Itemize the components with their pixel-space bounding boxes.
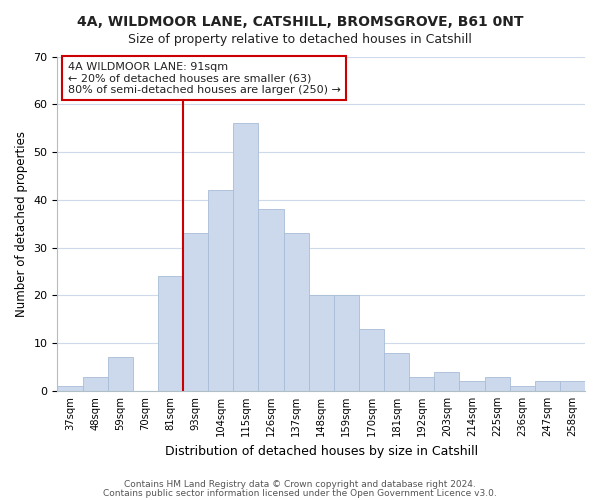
Bar (233, 124, 259, 391)
Bar (183, 234, 208, 391)
Bar (384, 352, 409, 391)
Bar (359, 329, 384, 391)
Bar (107, 358, 133, 391)
Bar (334, 296, 359, 391)
Text: Contains public sector information licensed under the Open Government Licence v3: Contains public sector information licen… (103, 488, 497, 498)
Text: Contains HM Land Registry data © Crown copyright and database right 2024.: Contains HM Land Registry data © Crown c… (124, 480, 476, 489)
Bar (535, 382, 560, 391)
Bar (259, 210, 284, 391)
Bar (485, 376, 509, 391)
Bar (409, 376, 434, 391)
Bar (308, 296, 334, 391)
Text: Size of property relative to detached houses in Catshill: Size of property relative to detached ho… (128, 32, 472, 46)
Bar (560, 382, 585, 391)
Text: 4A WILDMOOR LANE: 91sqm
← 20% of detached houses are smaller (63)
80% of semi-de: 4A WILDMOOR LANE: 91sqm ← 20% of detache… (68, 62, 341, 94)
Bar (434, 372, 460, 391)
Bar (58, 386, 83, 391)
Bar (208, 190, 233, 391)
Bar (158, 276, 183, 391)
Y-axis label: Number of detached properties: Number of detached properties (15, 130, 28, 316)
Bar (509, 386, 535, 391)
Text: 4A, WILDMOOR LANE, CATSHILL, BROMSGROVE, B61 0NT: 4A, WILDMOOR LANE, CATSHILL, BROMSGROVE,… (77, 15, 523, 29)
X-axis label: Distribution of detached houses by size in Catshill: Distribution of detached houses by size … (164, 444, 478, 458)
Bar (284, 234, 308, 391)
Bar (460, 382, 485, 391)
Bar (83, 376, 107, 391)
